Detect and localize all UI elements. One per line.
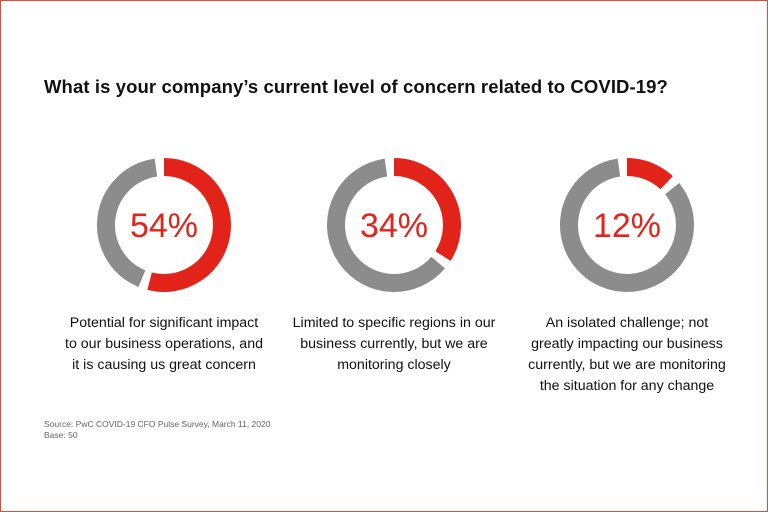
donut-slice-value: [147, 158, 231, 292]
caption-line: to our business operations, and: [65, 336, 263, 352]
caption-line: it is causing us great concern: [72, 357, 256, 373]
caption-line: the situation for any change: [539, 378, 715, 394]
donut-slice-remainder: [97, 158, 158, 287]
caption-line: Limited to specific regions in our: [292, 315, 496, 331]
donut-value-label: 54%: [130, 207, 198, 245]
caption-line: An isolated challenge; not: [545, 315, 709, 331]
donut-slice-value: [393, 158, 461, 261]
source-note: Source: PwC COVID-19 CFO Pulse Survey, M…: [44, 419, 271, 429]
donut-value-label: 12%: [593, 207, 661, 245]
base-note: Base: 50: [44, 430, 78, 440]
footer: Source: PwC COVID-19 CFO Pulse Survey, M…: [44, 419, 270, 441]
caption-line: greatly impacting our business: [531, 336, 723, 352]
caption-line: Potential for significant impact: [69, 315, 259, 331]
caption-specific-regions: Limited to specific regions in our busin…: [279, 313, 509, 376]
caption-isolated-challenge: An isolated challenge; not greatly impac…: [512, 313, 742, 397]
donut-value-label: 34%: [360, 207, 428, 245]
donut-slice-remainder: [327, 158, 446, 292]
donut-slice-value: [626, 158, 673, 190]
caption-line: currently, but we are monitoring: [528, 357, 726, 373]
caption-line: monitoring closely: [337, 357, 451, 373]
caption-line: business currently, but we are: [300, 336, 488, 352]
donut-slice-remainder: [560, 158, 694, 292]
caption-significant-impact: Potential for significant impact to our …: [49, 313, 279, 376]
chart-title: What is your company’s current level of …: [44, 76, 668, 97]
